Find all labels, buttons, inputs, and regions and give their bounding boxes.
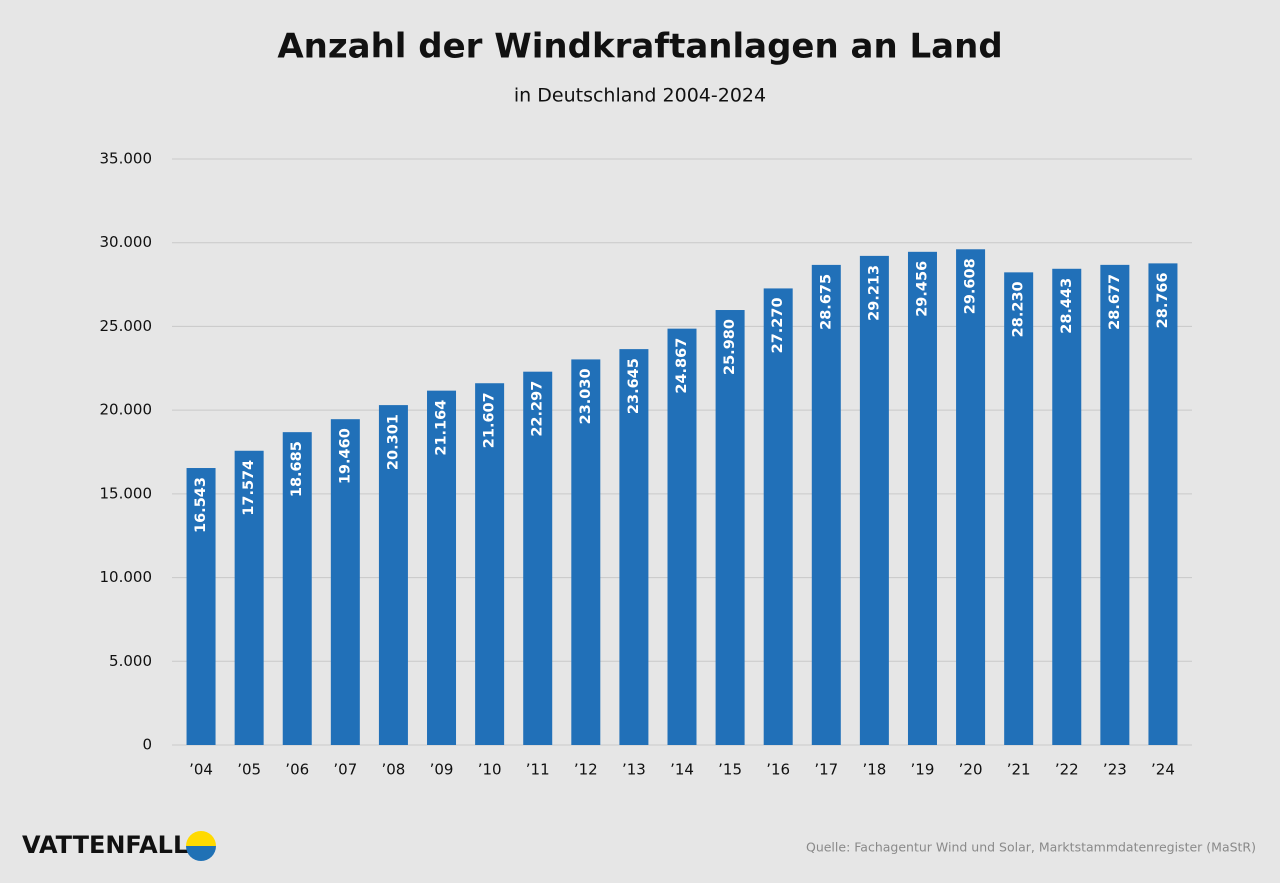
brand: VATTENFALL [22,831,188,859]
x-tick-label: ’15 [718,761,742,779]
x-tick-label: ’11 [526,761,550,779]
y-tick-label: 20.000 [100,401,153,419]
bar [523,371,553,745]
x-tick-label: ’20 [959,761,983,779]
value-label: 28.766 [1155,272,1171,328]
y-tick-label: 15.000 [100,484,153,502]
bar [1004,272,1034,745]
x-tick-label: ’23 [1103,761,1127,779]
bar [619,349,649,745]
y-tick-label: 35.000 [100,150,153,168]
value-label: 29.213 [866,265,882,321]
value-label: 28.230 [1011,281,1027,337]
x-tick-label: ’06 [285,761,309,779]
bar [859,255,889,745]
x-tick-label: ’05 [237,761,261,779]
value-label: 29.456 [914,261,930,317]
bar [282,432,312,745]
value-label: 23.030 [578,368,594,424]
bar [956,249,986,746]
x-tick-label: ’16 [766,761,790,779]
bar [186,468,216,745]
x-tick-label: ’13 [622,761,646,779]
x-tick-label: ’08 [381,761,405,779]
bar [475,383,505,745]
chart-subtitle: in Deutschland 2004-2024 [514,85,766,107]
value-label: 23.645 [626,358,642,414]
bar [378,405,408,745]
value-label: 16.543 [193,477,209,533]
bar [715,310,745,745]
x-tick-label: ’22 [1055,761,1079,779]
x-tick-label: ’17 [814,761,838,779]
source: Quelle: Fachagentur Wind und Solar, Mark… [806,840,1256,855]
bar [667,328,697,745]
x-tick-label: ’09 [430,761,454,779]
bar [427,390,457,745]
y-tick-label: 30.000 [100,233,153,251]
y-tick-label: 0 [142,736,152,754]
value-label: 24.867 [674,338,690,394]
bar [1148,263,1178,745]
x-tick-label: ’07 [333,761,357,779]
value-label: 21.164 [434,400,450,456]
x-tick-label: ’04 [189,761,213,779]
bar [571,359,601,745]
value-label: 19.460 [337,428,353,484]
bar [907,251,937,746]
x-tick-label: ’19 [911,761,935,779]
value-label: 28.443 [1059,278,1075,334]
x-tick-label: ’24 [1151,761,1175,779]
value-label: 28.677 [1107,274,1123,330]
bar [1100,264,1130,745]
bar [1052,268,1082,745]
value-label: 28.675 [818,274,834,330]
y-tick-label: 5.000 [109,652,152,670]
value-label: 25.980 [722,319,738,375]
value-label: 18.685 [289,441,305,497]
chart-title: Anzahl der Windkraftanlagen an Land [277,27,1002,67]
x-tick-label: ’18 [862,761,886,779]
x-tick-label: ’12 [574,761,598,779]
bar [811,264,841,745]
x-tick-label: ’10 [478,761,502,779]
bar [234,450,264,745]
brand-logo [186,831,216,861]
value-label: 29.608 [963,258,979,314]
y-tick-label: 25.000 [100,317,153,335]
value-label: 20.301 [385,414,401,470]
x-tick-label: ’14 [670,761,694,779]
value-label: 27.270 [770,297,786,353]
y-tick-label: 10.000 [100,568,153,586]
value-label: 22.297 [530,381,546,437]
x-tick-label: ’21 [1007,761,1031,779]
bar [763,288,793,745]
value-label: 21.607 [482,392,498,448]
bar [330,419,360,745]
value-label: 17.574 [241,460,257,516]
